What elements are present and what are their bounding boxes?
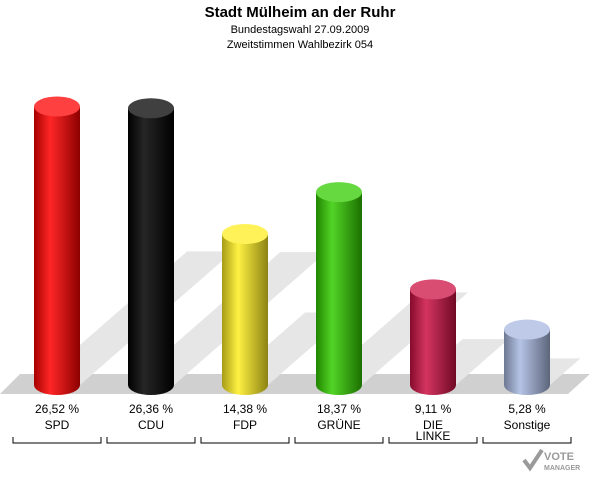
category-bracket xyxy=(294,437,384,444)
value-label: 18,37 % xyxy=(317,402,361,416)
category-label: FDP xyxy=(233,418,257,432)
bar-top xyxy=(504,319,550,340)
category-label: CDU xyxy=(138,418,164,432)
category-bracket xyxy=(482,437,572,444)
bar-sonstige xyxy=(504,329,550,395)
bar-top xyxy=(410,279,456,300)
bar-top xyxy=(128,98,174,119)
bar-die-linke xyxy=(410,289,456,395)
votemanager-logo: VOTE MANAGER xyxy=(522,448,580,472)
checkmark-icon xyxy=(522,448,544,472)
value-label: 9,11 % xyxy=(415,402,452,416)
category-label: DIE xyxy=(423,418,443,432)
chart-subtitle-district: Zweitstimmen Wahlbezirk 054 xyxy=(226,39,374,51)
category-label: Sonstige xyxy=(504,418,551,432)
bar-top xyxy=(34,96,80,117)
value-label: 26,52 % xyxy=(35,402,79,416)
category-bracket xyxy=(12,437,102,444)
bar-cdu xyxy=(128,108,174,395)
value-label: 14,38 % xyxy=(223,402,267,416)
bar-top xyxy=(222,224,268,245)
bar-spd xyxy=(34,106,80,395)
category-bracket xyxy=(200,437,290,444)
value-label: 26,36 % xyxy=(129,402,173,416)
bar-grüne xyxy=(316,192,362,395)
category-label: SPD xyxy=(45,418,70,432)
bar-fdp xyxy=(222,234,268,395)
chart-title: Stadt Mülheim an der Ruhr xyxy=(204,4,396,21)
category-label: LINKE xyxy=(416,429,451,443)
bar-top xyxy=(316,182,362,203)
category-bracket xyxy=(388,437,478,444)
brand-line2: MANAGER xyxy=(544,465,580,472)
category-label: GRÜNE xyxy=(317,418,360,432)
category-bracket xyxy=(106,437,196,444)
chart-subtitle-election: Bundestagswahl 27.09.2009 xyxy=(230,24,370,36)
brand-line1: VOTE xyxy=(544,451,574,463)
value-label: 5,28 % xyxy=(508,402,546,416)
